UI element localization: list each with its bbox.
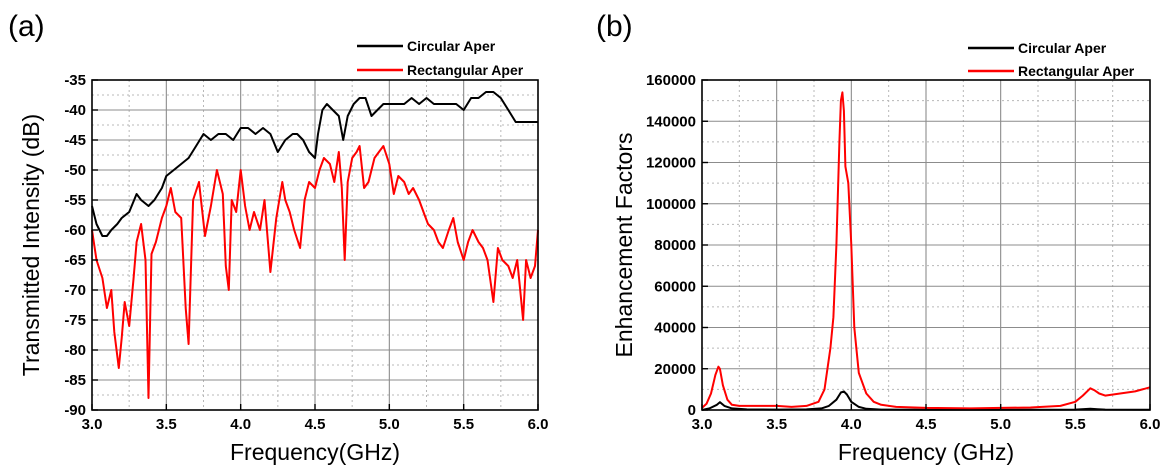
y-tick-label: -85 <box>64 372 86 389</box>
y-axis-title-b: Enhancement Factors <box>611 132 637 357</box>
series-line-rectangular <box>91 145 539 399</box>
x-tick-label: 5.0 <box>990 416 1011 433</box>
series-layer-a <box>91 91 539 399</box>
ticks-a: 3.0 3.5 4.0 4.5 5.0 5.5 6.0 -35 -40 -45 -50 -55 -60 -… <box>64 72 548 433</box>
y-tick-label: -90 <box>64 402 86 419</box>
x-tick-label: 4.5 <box>916 416 937 433</box>
y-tick-label: 40000 <box>654 320 696 337</box>
x-tick-label: 3.5 <box>156 416 177 433</box>
x-tick-label: 3.0 <box>82 416 103 433</box>
legend-a: Circular Aper Rectangular Aper <box>357 38 524 78</box>
legend-b: Circular Aper Rectangular Aper <box>968 40 1135 79</box>
x-tick-label: 5.5 <box>453 416 474 433</box>
x-tick-label: 6.0 <box>528 416 549 433</box>
y-tick-label: 140000 <box>646 113 696 130</box>
y-tick-label: 80000 <box>654 237 696 254</box>
series-line-rectangular <box>701 91 1151 410</box>
y-tick-label: -55 <box>64 192 86 209</box>
y-tick-label: -50 <box>64 162 86 179</box>
y-tick-label: 160000 <box>646 72 696 89</box>
legend-label: Rectangular Aper <box>407 62 524 78</box>
y-tick-label: -75 <box>64 312 86 329</box>
y-tick-label: -45 <box>64 132 86 149</box>
legend-label: Rectangular Aper <box>1018 63 1135 79</box>
y-tick-label: 60000 <box>654 278 696 295</box>
x-tick-label: 4.0 <box>230 416 251 433</box>
x-tick-label: 3.5 <box>766 416 787 433</box>
x-axis-title-b: Frequency (GHz) <box>838 439 1014 465</box>
panel-label-a: (a) <box>8 10 45 43</box>
y-tick-label: -70 <box>64 282 86 299</box>
y-axis-title-a: Transmitted Intensity (dB) <box>18 114 44 376</box>
y-tick-label: -65 <box>64 252 86 269</box>
x-tick-label: 5.5 <box>1065 416 1086 433</box>
x-tick-label: 4.0 <box>841 416 862 433</box>
panel-a: (a) 3.0 3.5 4.0 4.5 5.0 5.5 6.0 -35 -40 -45 -50 -55… <box>8 10 548 465</box>
x-tick-label: 5.0 <box>379 416 400 433</box>
y-tick-label: 100000 <box>646 196 696 213</box>
legend-label: Circular Aper <box>407 38 496 54</box>
y-tick-label: 120000 <box>646 155 696 172</box>
x-axis-title-a: Frequency(GHz) <box>230 439 400 465</box>
y-tick-label: -80 <box>64 342 86 359</box>
y-tick-label: 20000 <box>654 361 696 378</box>
y-tick-label: -60 <box>64 222 86 239</box>
panel-label-b: (b) <box>596 10 633 43</box>
ticks-b: 3.0 3.5 4.0 4.5 5.0 5.5 6.0 0 20000 40000 60000 800… <box>646 72 1160 433</box>
grid-b <box>702 80 1150 410</box>
x-tick-label: 4.5 <box>305 416 326 433</box>
grid-a <box>92 80 538 410</box>
y-tick-label: -35 <box>64 72 86 89</box>
y-tick-label: 0 <box>688 402 696 419</box>
panel-b: (b) 3.0 3.5 4.0 4.5 5.0 5.5 6.0 0 20000 40000 6000… <box>596 10 1160 465</box>
series-line-circular <box>91 91 538 237</box>
x-tick-label: 3.0 <box>692 416 713 433</box>
y-tick-label: -40 <box>64 102 86 119</box>
x-tick-label: 6.0 <box>1140 416 1161 433</box>
legend-label: Circular Aper <box>1018 40 1107 56</box>
